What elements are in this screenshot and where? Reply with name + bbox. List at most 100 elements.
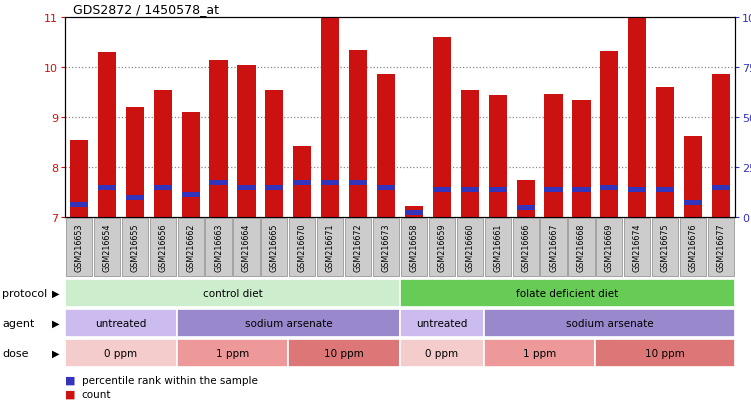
Text: GSM216659: GSM216659 [437,223,446,272]
Text: GSM216653: GSM216653 [74,223,83,272]
Bar [684,200,702,205]
Text: GSM216677: GSM216677 [716,223,725,272]
Text: 1 ppm: 1 ppm [523,348,556,358]
Bar [712,74,730,218]
FancyBboxPatch shape [541,218,567,276]
Bar [125,108,144,218]
Text: 1 ppm: 1 ppm [216,348,249,358]
Bar [572,100,590,218]
FancyBboxPatch shape [652,218,678,276]
FancyBboxPatch shape [122,218,148,276]
Text: GSM216666: GSM216666 [521,223,530,271]
Text: GSM216663: GSM216663 [214,223,223,271]
Bar [629,18,647,218]
Text: control diet: control diet [203,288,262,298]
Bar [265,90,283,218]
Text: 10 ppm: 10 ppm [645,348,685,358]
Text: percentile rank within the sample: percentile rank within the sample [82,375,258,385]
FancyBboxPatch shape [569,218,595,276]
FancyBboxPatch shape [345,218,371,276]
FancyBboxPatch shape [624,218,650,276]
FancyBboxPatch shape [512,218,538,276]
Bar [182,192,200,197]
Text: untreated: untreated [416,318,468,328]
Bar [400,339,484,367]
Bar [433,38,451,218]
Bar [237,65,255,218]
Bar [293,146,312,218]
Text: sodium arsenate: sodium arsenate [566,318,653,328]
Bar [712,185,730,190]
Bar [377,74,395,218]
Text: GSM216658: GSM216658 [409,223,418,272]
Text: GSM216672: GSM216672 [354,223,363,272]
Bar [405,206,423,218]
Text: GDS2872 / 1450578_at: GDS2872 / 1450578_at [73,3,219,16]
FancyBboxPatch shape [429,218,455,276]
Text: count: count [82,389,111,399]
Text: GSM216669: GSM216669 [605,223,614,272]
Text: GSM216654: GSM216654 [102,223,111,272]
Bar [70,202,88,207]
Bar [154,185,172,190]
Text: GSM216656: GSM216656 [158,223,167,272]
Bar [629,188,647,192]
Text: GSM216671: GSM216671 [326,223,335,272]
Text: GSM216661: GSM216661 [493,223,502,271]
Bar [65,279,400,307]
Bar [98,53,116,218]
Bar [98,185,116,190]
Text: GSM216655: GSM216655 [130,223,139,272]
FancyBboxPatch shape [680,218,706,276]
FancyBboxPatch shape [261,218,288,276]
Text: 0 ppm: 0 ppm [425,348,458,358]
Bar [293,180,312,185]
Text: folate deficient diet: folate deficient diet [517,288,619,298]
Text: GSM216674: GSM216674 [633,223,642,272]
FancyBboxPatch shape [401,218,427,276]
Bar [237,185,255,190]
Text: untreated: untreated [95,318,146,328]
Bar [125,195,144,200]
Text: dose: dose [2,348,29,358]
Text: GSM216660: GSM216660 [466,223,475,271]
Bar [517,180,535,218]
FancyBboxPatch shape [234,218,260,276]
Text: GSM216673: GSM216673 [382,223,391,272]
Text: agent: agent [2,318,35,328]
FancyBboxPatch shape [66,218,92,276]
Bar [405,210,423,215]
Text: GSM216665: GSM216665 [270,223,279,272]
Bar [65,339,176,367]
Text: GSM216664: GSM216664 [242,223,251,271]
Bar [433,188,451,192]
Bar [656,188,674,192]
Bar [349,50,367,218]
FancyBboxPatch shape [484,218,511,276]
FancyBboxPatch shape [457,218,483,276]
Bar [265,185,283,190]
Bar [321,18,339,218]
Bar [176,339,288,367]
Bar [460,90,479,218]
Bar [377,185,395,190]
Bar [489,95,507,218]
FancyBboxPatch shape [317,218,343,276]
Bar [517,205,535,210]
Bar [321,180,339,185]
Bar [176,309,400,337]
Text: GSM216676: GSM216676 [689,223,698,272]
Text: ▶: ▶ [52,288,59,298]
FancyBboxPatch shape [596,218,623,276]
Bar [210,60,228,218]
Text: GSM216662: GSM216662 [186,223,195,272]
Text: ■: ■ [65,389,76,399]
FancyBboxPatch shape [289,218,315,276]
Text: 10 ppm: 10 ppm [324,348,364,358]
Bar [349,180,367,185]
Bar [544,94,562,218]
Bar [572,188,590,192]
Text: ▶: ▶ [52,318,59,328]
FancyBboxPatch shape [708,218,734,276]
Bar [154,90,172,218]
